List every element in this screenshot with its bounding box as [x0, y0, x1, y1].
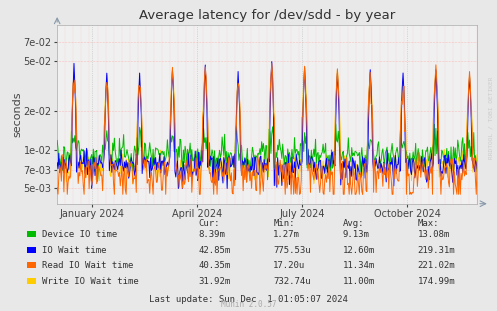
Text: 732.74u: 732.74u	[273, 277, 311, 286]
Text: Cur:: Cur:	[199, 219, 220, 228]
Text: 31.92m: 31.92m	[199, 277, 231, 286]
Text: Min:: Min:	[273, 219, 295, 228]
Text: RRDTOOL / TOBI OETIKER: RRDTOOL / TOBI OETIKER	[489, 77, 494, 160]
Text: 17.20u: 17.20u	[273, 262, 306, 270]
Text: Last update: Sun Dec  1 01:05:07 2024: Last update: Sun Dec 1 01:05:07 2024	[149, 295, 348, 304]
Text: 1.27m: 1.27m	[273, 230, 300, 239]
Text: 13.08m: 13.08m	[417, 230, 450, 239]
Text: 174.99m: 174.99m	[417, 277, 455, 286]
Text: Max:: Max:	[417, 219, 439, 228]
Text: 775.53u: 775.53u	[273, 246, 311, 255]
Text: Avg:: Avg:	[343, 219, 364, 228]
Text: 221.02m: 221.02m	[417, 262, 455, 270]
Text: 42.85m: 42.85m	[199, 246, 231, 255]
Text: Write IO Wait time: Write IO Wait time	[42, 277, 139, 286]
Text: Device IO time: Device IO time	[42, 230, 117, 239]
Text: 8.39m: 8.39m	[199, 230, 226, 239]
Text: IO Wait time: IO Wait time	[42, 246, 107, 255]
Text: Read IO Wait time: Read IO Wait time	[42, 262, 134, 270]
Title: Average latency for /dev/sdd - by year: Average latency for /dev/sdd - by year	[139, 9, 395, 22]
Text: 219.31m: 219.31m	[417, 246, 455, 255]
Text: 12.60m: 12.60m	[343, 246, 375, 255]
Text: 11.34m: 11.34m	[343, 262, 375, 270]
Text: Munin 2.0.57: Munin 2.0.57	[221, 299, 276, 309]
Y-axis label: seconds: seconds	[12, 91, 22, 137]
Text: 11.00m: 11.00m	[343, 277, 375, 286]
Text: 40.35m: 40.35m	[199, 262, 231, 270]
Text: 9.13m: 9.13m	[343, 230, 370, 239]
